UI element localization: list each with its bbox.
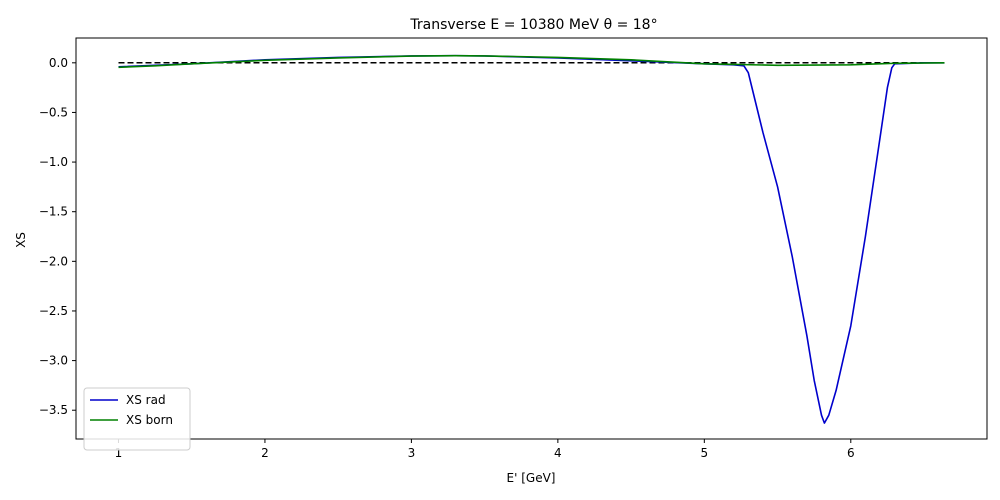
x-axis-label: E' [GeV] — [507, 471, 556, 485]
chart-title: Transverse E = 10380 MeV θ = 18° — [409, 17, 657, 33]
y-axis-label: XS — [14, 232, 28, 248]
y-tick-label: −1.0 — [39, 155, 68, 169]
x-tick-label: 1 — [115, 446, 123, 460]
x-tick-label: 6 — [847, 446, 855, 460]
legend-box — [83, 387, 191, 451]
x-tick-label: 3 — [408, 446, 416, 460]
y-axis: 0.0 −0.5 −1.0 −1.5 −2.0 −2.5 −3.0 −3.5 — [39, 56, 76, 417]
y-tick-label: −2.0 — [39, 254, 68, 268]
legend: XS rad XS born — [83, 387, 191, 451]
y-tick-label: −3.0 — [39, 354, 68, 368]
x-tick-label: 5 — [701, 446, 709, 460]
legend-label: XS born — [126, 413, 173, 427]
x-tick-label: 4 — [554, 446, 562, 460]
series-line-0 — [118, 54, 945, 424]
y-tick-label: −2.5 — [39, 304, 68, 318]
y-tick-label: −3.5 — [39, 403, 68, 417]
x-axis: 1 2 3 4 5 6 — [115, 439, 855, 460]
x-tick-label: 2 — [261, 446, 269, 460]
y-tick-label: −1.5 — [39, 205, 68, 219]
y-tick-label: 0.0 — [49, 56, 68, 70]
plot-frame — [75, 37, 988, 440]
y-tick-label: −0.5 — [39, 105, 68, 119]
series-layer — [118, 54, 945, 424]
legend-label: XS rad — [126, 393, 166, 407]
series-line-1 — [118, 54, 945, 69]
